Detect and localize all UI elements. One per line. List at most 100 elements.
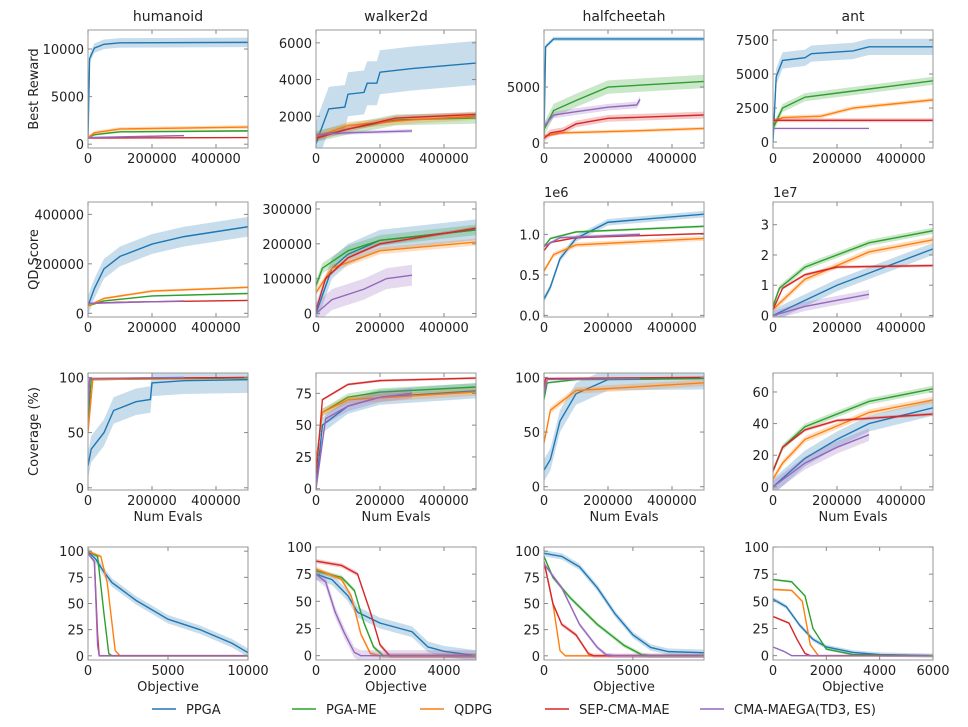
x-tick-label: 4000 [863, 664, 896, 679]
confidence-band-ppga [544, 373, 704, 482]
x-tick-label: 400000 [876, 494, 926, 509]
y-tick-label: 10000 [43, 43, 84, 58]
confidence-band-sep-cma-mae [316, 558, 476, 658]
y-tick-label: 50 [295, 419, 312, 434]
series-line-cma-maega-td3-es- [544, 377, 641, 394]
plot-frame [772, 546, 934, 661]
x-tick-label: 200000 [812, 494, 862, 509]
plot-area [773, 38, 933, 148]
y-tick-label: 25 [295, 451, 312, 466]
x-tick-label: 200000 [355, 321, 405, 336]
x-axis-label: Num Evals [133, 510, 202, 525]
plot-area [544, 210, 704, 303]
confidence-band-ppga [316, 219, 476, 317]
y-tick-label: 1 [761, 279, 769, 294]
x-tick-label: 200000 [127, 494, 177, 509]
y-tick-label: 0 [304, 483, 312, 498]
series-line-qdpg [316, 568, 476, 657]
confidence-band-pga-me [316, 112, 476, 142]
series-line-qdpg [773, 99, 933, 123]
x-tick-label: 5000 [151, 664, 184, 679]
subplot-5: 0 100000 200000 300000 0 200000 400000 [262, 201, 477, 336]
series-line-cma-maega-td3-es- [88, 376, 185, 411]
x-tick-label: 5000 [616, 664, 649, 679]
plot-area [88, 216, 248, 316]
x-tick-label: 0 [540, 321, 548, 336]
confidence-band-qdpg [544, 560, 704, 657]
x-tick-label: 400000 [419, 494, 469, 509]
y-tick-label: 75 [67, 571, 84, 586]
series-line-ppga [773, 248, 933, 317]
plot-area [316, 219, 476, 317]
confidence-band-ppga [316, 41, 476, 148]
y-tick-label: 0 [76, 650, 84, 665]
series-line-ppga [544, 377, 704, 471]
y-axis-label: Coverage (%) [27, 387, 42, 476]
plot-frame [315, 546, 477, 661]
y-tick-label: 25 [295, 622, 312, 637]
x-tick-label: 200000 [127, 321, 177, 336]
subplot-title: humanoid [133, 9, 203, 25]
subplot-15: 0 25 50 75 100 0 2000 4000 6000 Objective [744, 541, 949, 695]
confidence-band-qdpg [773, 236, 933, 313]
confidence-band-cma-maega-td3-es- [316, 568, 476, 660]
plot-frame [87, 201, 249, 318]
y-tick-label: 25 [523, 624, 540, 639]
confidence-band-qdpg [544, 236, 704, 274]
series-line-pga-me [544, 225, 704, 247]
legend-label: SEP-CMA-MAE [579, 703, 670, 718]
plot-area [316, 376, 476, 490]
series-line-ppga [88, 226, 248, 307]
y-tick-label: 100 [287, 541, 312, 556]
y-tick-label: 300000 [262, 203, 312, 218]
series-line-cma-maega-td3-es- [544, 98, 641, 127]
y-tick-label: 50 [67, 427, 84, 442]
plot-frame [772, 201, 934, 318]
x-tick-label: 0 [540, 494, 548, 509]
series-line-sep-cma-mae [773, 264, 933, 310]
y-tick-label: 200000 [34, 258, 84, 273]
y-tick-label: 7500 [736, 34, 769, 49]
x-tick-label: 0 [540, 664, 548, 679]
series-line-sep-cma-mae [316, 377, 476, 477]
plot-frame [543, 201, 705, 318]
x-axis-label: Objective [593, 680, 655, 695]
x-axis-label: Objective [365, 680, 427, 695]
y-tick-label: 5000 [507, 81, 540, 96]
series-line-cma-maega-td3-es- [88, 134, 185, 139]
plot-area [544, 36, 704, 142]
x-tick-label: 0 [312, 321, 320, 336]
series-line-pga-me [773, 230, 933, 307]
y-tick-label: 5000 [51, 91, 84, 106]
y-tick-label: 0 [304, 650, 312, 665]
x-tick-label: 200000 [355, 152, 405, 167]
x-tick-label: 4000 [427, 664, 460, 679]
confidence-band-ppga [773, 596, 933, 658]
confidence-band-pga-me [544, 74, 704, 137]
y-tick-label: 60 [752, 386, 769, 401]
x-tick-label: 400000 [191, 152, 241, 167]
confidence-band-ppga [88, 37, 248, 144]
y-tick-label: 3 [761, 219, 769, 234]
series-line-qdpg [544, 382, 704, 444]
subplot-3: 0 2500 5000 7500 0 200000 400000 ant [736, 9, 934, 167]
plot-area [316, 41, 476, 148]
x-axis-label: Num Evals [818, 510, 887, 525]
y-tick-label: 2000 [279, 110, 312, 125]
series-line-cma-maega-td3-es- [316, 130, 413, 136]
confidence-band-pga-me [773, 76, 933, 133]
series-line-cma-maega-td3-es- [773, 293, 870, 317]
axis-offset-label: 1e7 [773, 186, 798, 201]
y-tick-label: 100 [515, 545, 540, 560]
series-line-qdpg [544, 237, 704, 272]
subplot-4: 0 200000 400000 0 200000 400000 QD Score [27, 201, 249, 336]
series-line-pga-me [544, 80, 704, 130]
series-line-qdpg [773, 239, 933, 310]
confidence-band-ppga [544, 550, 704, 656]
plot-frame [315, 372, 477, 491]
plot-frame [87, 29, 249, 149]
